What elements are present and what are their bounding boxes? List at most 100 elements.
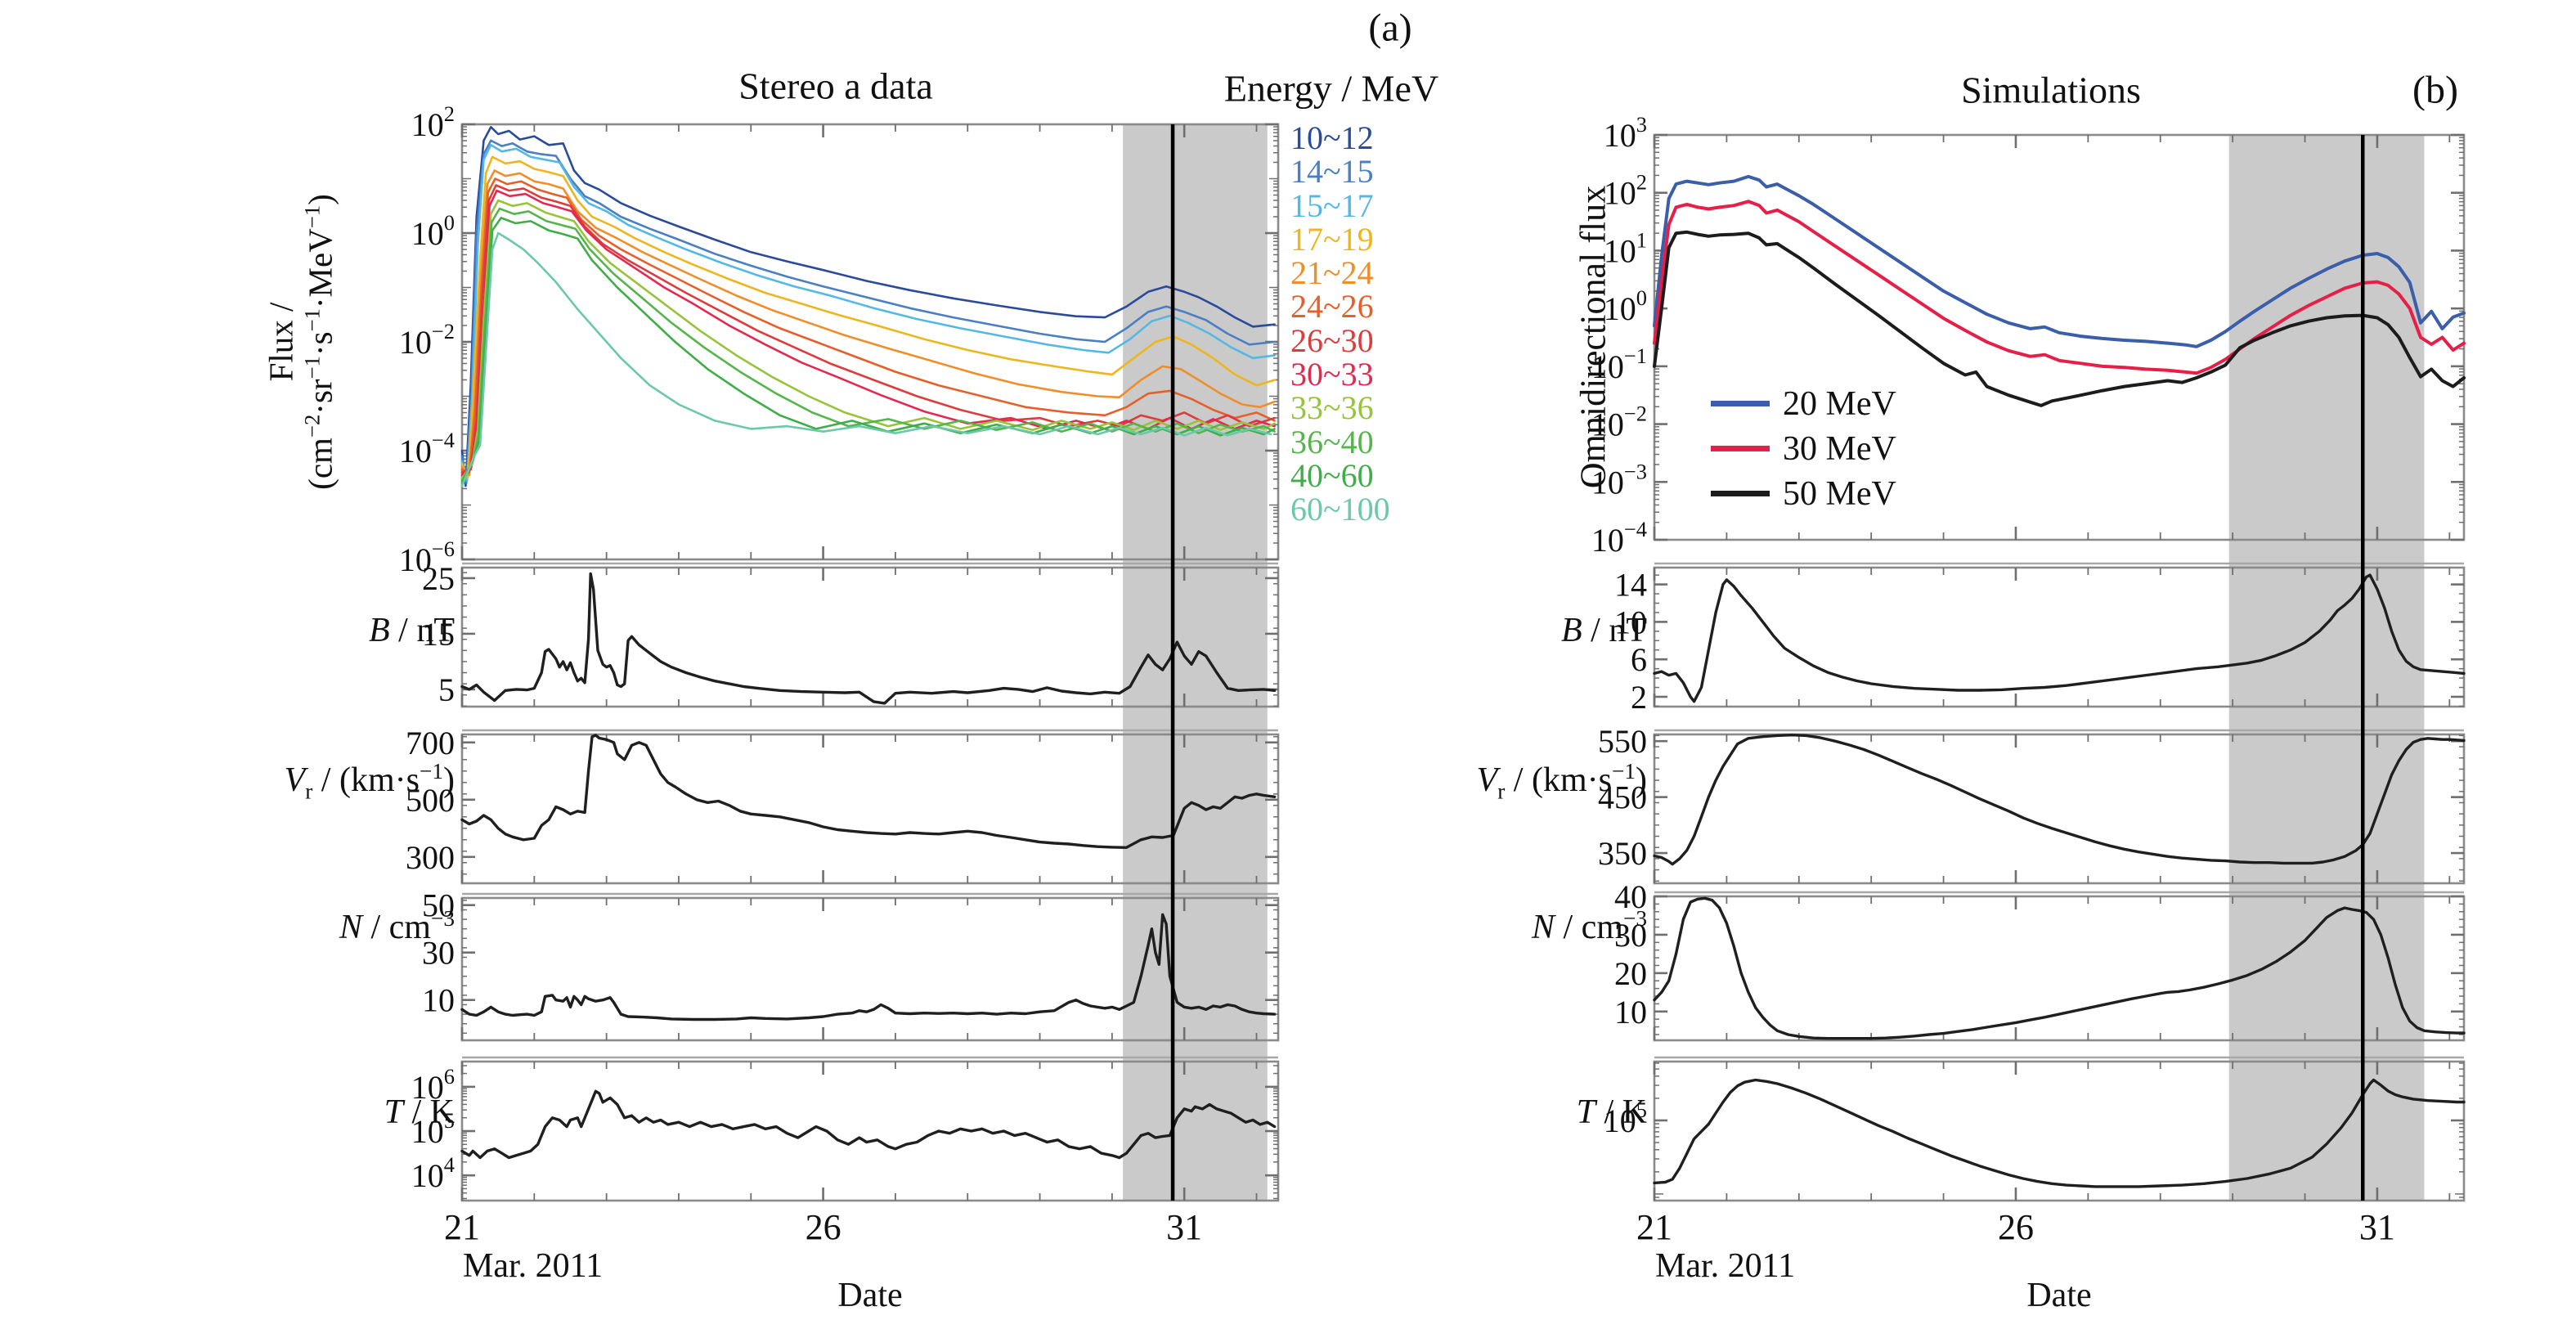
tick-label: 10−2 — [1591, 402, 1647, 443]
energy-legend-entry: 14~15 — [1290, 153, 1374, 191]
legend-line-swatch — [1711, 401, 1770, 406]
tick-label: 6 — [1631, 641, 1647, 678]
tick-label: 10−1 — [1591, 343, 1647, 385]
left-flux-axis-label-line2: (cm−2·sr−1·s−1·MeV−1) — [299, 194, 339, 490]
left-b-axis-label: B / nT — [369, 612, 455, 649]
energy-legend-entry: 33~36 — [1290, 389, 1374, 427]
simulation-legend-entry: 50 MeV — [1711, 471, 1896, 516]
series-T — [460, 1089, 1277, 1160]
tick-label: 10−4 — [1591, 517, 1647, 559]
panel-a-label: (a) — [1368, 6, 1412, 50]
panel-b-vr: 550 450 350 — [1598, 723, 2466, 885]
energy-legend-entry: 24~26 — [1290, 288, 1374, 326]
left-flux-axis-label: Flux / (cm−2·sr−1·s−1·MeV−1) — [262, 194, 339, 490]
panel-a-vr: 700 500 300 — [406, 725, 1280, 885]
tick-label: 500 — [406, 782, 455, 819]
series-40-60 — [460, 217, 1276, 485]
series-17-19 — [460, 155, 1276, 479]
x-tick-label: 21 — [444, 1207, 480, 1247]
energy-legend-title: Energy / MeV — [1223, 67, 1439, 110]
panel-frame — [460, 566, 1280, 708]
left-flux-axis-label-line1: Flux / — [262, 302, 300, 382]
x-tick-label: 21 — [1636, 1207, 1672, 1247]
left-month-label: Mar. 2011 — [463, 1247, 604, 1285]
tick-label: 102 — [411, 101, 455, 143]
tick-label: 103 — [1604, 112, 1647, 154]
tick-label: 450 — [1598, 779, 1647, 816]
right-b-axis-label: B / nT — [1561, 612, 1647, 649]
tick-label: 10−6 — [399, 537, 455, 578]
tick-label: 10−3 — [1591, 459, 1647, 501]
energy-legend-entry: 36~40 — [1290, 423, 1374, 460]
left-vr-axis-label: Vr / (km·s−1) — [284, 759, 455, 804]
right-t-axis-label: T / K — [1576, 1093, 1647, 1131]
tick-label: 105 — [411, 1108, 455, 1150]
shaded-interval — [1123, 124, 1268, 1201]
series-15-17 — [460, 144, 1276, 482]
simulation-legend: 20 MeV 30 MeV 50 MeV — [1711, 381, 1896, 516]
tick-label: 105 — [1604, 1098, 1647, 1139]
tick-label: 700 — [406, 725, 455, 761]
shaded-interval — [2228, 135, 2425, 1201]
right-vr-axis-label: Vr / (km·s−1) — [1476, 759, 1647, 804]
legend-line-swatch — [1711, 491, 1770, 496]
tick-label: 550 — [1598, 723, 1647, 760]
panel-frame — [460, 733, 1280, 885]
right-n-axis-label: N / cm−3 — [1531, 906, 1647, 946]
right-panel-title: Simulations — [1961, 69, 2141, 111]
tick-label: 102 — [1604, 170, 1647, 212]
panel-b-flux: 103 102 101 100 10−1 10−2 10−3 10−4 — [1591, 112, 2466, 559]
simulation-legend-entry: 30 MeV — [1711, 426, 1896, 471]
x-tick-label: 26 — [1998, 1207, 2034, 1247]
series-B — [460, 572, 1277, 705]
panel-a-n: 50 30 10 — [422, 887, 1280, 1042]
series-Vr — [1653, 734, 2466, 866]
panel-b-label: (b) — [2412, 68, 2458, 112]
tick-label: 300 — [406, 839, 455, 876]
panel-frame — [1653, 566, 2466, 708]
tick-label: 100 — [1604, 285, 1647, 327]
tick-label: 30 — [1614, 917, 1647, 954]
panel-a-bfield: 25 15 5 — [422, 560, 1280, 708]
series-26-30 — [460, 184, 1276, 474]
energy-legend-entry: 40~60 — [1290, 456, 1374, 494]
energy-legend: 10~12 14~15 15~17 17~19 21~24 24~26 26~30 30~33… — [1290, 121, 1390, 527]
series-B — [1653, 573, 2466, 703]
series-20-MeV — [1653, 174, 2466, 348]
series-10-12 — [460, 126, 1276, 487]
tick-label: 350 — [1598, 835, 1647, 872]
legend-entry-label: 20 MeV — [1783, 384, 1896, 423]
tick-label: 5 — [438, 671, 455, 708]
tick-label: 10 — [1614, 994, 1647, 1030]
panel-frame — [1653, 1060, 2466, 1202]
left-panel-title: Stereo a data — [738, 65, 933, 107]
series-T — [1653, 1078, 2466, 1188]
tick-label: 106 — [411, 1064, 455, 1106]
right-flux-axis-label: Omnidirectional flux — [1573, 185, 1613, 489]
column-a: 102 100 10−2 10−4 10−625 15 5 700 500 300 50 30 10 10… — [399, 101, 1280, 1247]
left-date-axis-title: Date — [837, 1277, 903, 1314]
legend-line-swatch — [1711, 446, 1770, 451]
energy-legend-entry: 10~12 — [1290, 119, 1374, 156]
tick-label: 10−2 — [399, 319, 455, 361]
tick-label: 10 — [422, 982, 455, 1019]
right-month-label: Mar. 2011 — [1655, 1247, 1796, 1285]
series-21-24 — [460, 169, 1276, 477]
series-N — [460, 913, 1277, 1021]
tick-label: 14 — [1614, 567, 1647, 604]
left-n-axis-label: N / cm−3 — [339, 906, 455, 946]
panel-frame — [460, 896, 1280, 1042]
tick-label: 50 — [422, 887, 455, 924]
energy-legend-entry: 17~19 — [1290, 220, 1374, 258]
panel-a-flux: 102 100 10−2 10−4 10−6 — [399, 101, 1280, 578]
right-date-axis-title: Date — [2026, 1277, 2092, 1314]
series-60-100 — [460, 231, 1272, 487]
energy-legend-entry: 26~30 — [1290, 321, 1374, 359]
series-Vr — [460, 734, 1277, 850]
tick-label: 104 — [411, 1152, 455, 1194]
